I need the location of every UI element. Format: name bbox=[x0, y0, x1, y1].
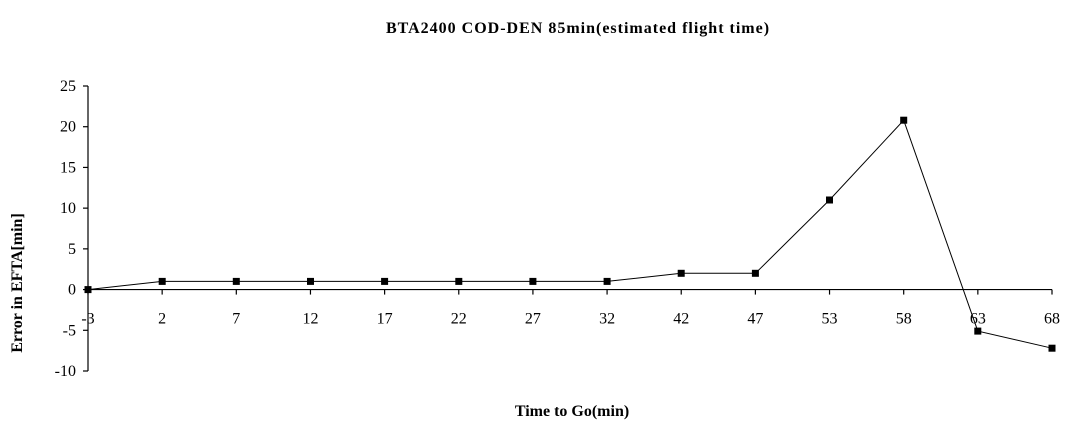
x-tick-label: 68 bbox=[1044, 311, 1060, 328]
data-point-marker bbox=[529, 277, 537, 285]
x-tick-label: 2 bbox=[158, 311, 166, 328]
y-tick-label: -10 bbox=[55, 363, 76, 380]
y-tick-label: 20 bbox=[60, 119, 76, 136]
y-tick-label: 10 bbox=[60, 200, 76, 217]
data-point-marker bbox=[307, 277, 314, 285]
data-point-marker bbox=[900, 116, 908, 124]
x-tick-label: 22 bbox=[451, 311, 467, 328]
x-tick-label: 7 bbox=[232, 311, 240, 328]
data-point-marker bbox=[1048, 344, 1056, 352]
x-tick-label: 12 bbox=[302, 311, 318, 328]
x-axis-label: Time to Go(min) bbox=[515, 403, 629, 420]
data-point-marker bbox=[677, 269, 685, 277]
series-line bbox=[87, 119, 1053, 349]
data-point-marker bbox=[603, 277, 611, 285]
x-tick-label: 32 bbox=[599, 311, 615, 328]
data-point-marker bbox=[84, 286, 92, 294]
data-point-marker bbox=[232, 277, 240, 285]
y-tick-label: 25 bbox=[60, 78, 76, 95]
data-point-marker bbox=[826, 196, 833, 204]
x-tick-label: 63 bbox=[970, 311, 986, 328]
x-tick-label: 53 bbox=[822, 311, 838, 328]
data-point-marker bbox=[158, 277, 166, 285]
y-tick-label: 0 bbox=[68, 282, 76, 299]
x-axis-ticks: -3 2 7 12 17 22 27 32 42 47 53 58 63 68 bbox=[81, 289, 1060, 328]
series-group bbox=[84, 116, 1056, 352]
axes bbox=[87, 86, 1052, 371]
x-tick-label: -3 bbox=[81, 311, 94, 328]
y-tick-label: -5 bbox=[63, 322, 76, 339]
y-tick-label: 15 bbox=[60, 159, 76, 176]
y-axis-ticks: -10 -5 0 5 10 15 20 25 bbox=[55, 78, 88, 380]
x-tick-label: 17 bbox=[377, 311, 393, 328]
data-point-marker bbox=[381, 277, 389, 285]
y-axis-label: Error in EFTA[min] bbox=[9, 213, 26, 353]
data-point-marker bbox=[974, 327, 982, 335]
x-tick-label: 47 bbox=[747, 311, 763, 328]
x-tick-label: 42 bbox=[673, 311, 689, 328]
chart-title: BTA2400 COD-DEN 85min(estimated flight t… bbox=[386, 20, 770, 37]
y-tick-label: 5 bbox=[68, 241, 76, 258]
data-point-marker bbox=[751, 269, 759, 277]
x-tick-label: 58 bbox=[896, 311, 912, 328]
data-point-marker bbox=[455, 277, 463, 285]
x-tick-label: 27 bbox=[525, 311, 541, 328]
